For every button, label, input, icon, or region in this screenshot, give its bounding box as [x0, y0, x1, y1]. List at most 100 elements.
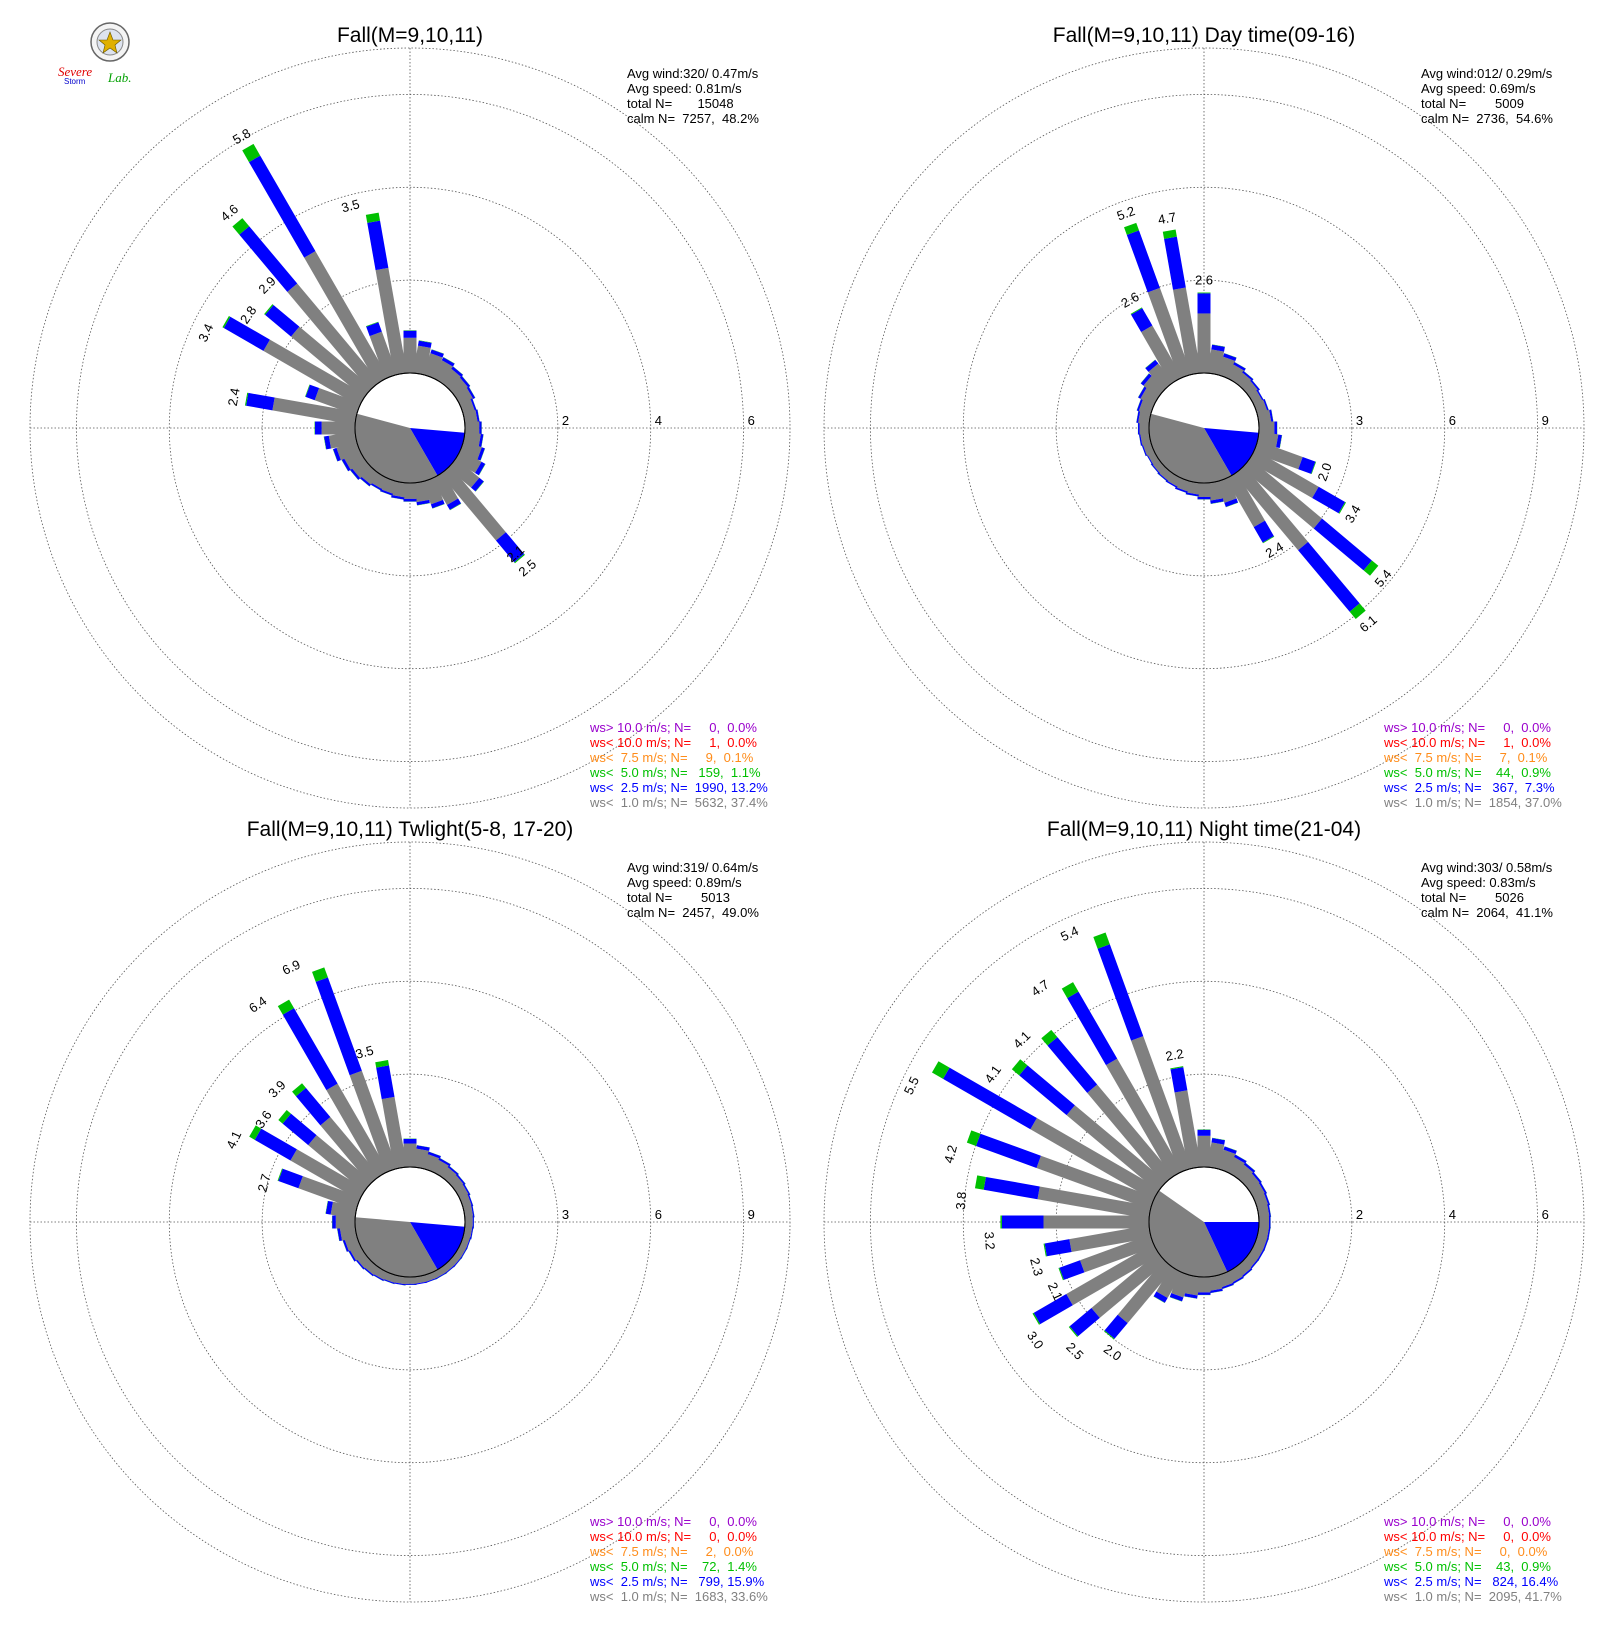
rose-bar-segment-lt2_5 — [372, 1273, 385, 1282]
rose-bar-segment-lt2_5 — [1298, 541, 1360, 612]
rose-bar-segment-lt2_5 — [466, 386, 476, 400]
rose-bar-segment-lt2_5 — [359, 476, 371, 487]
rose-bar-segment-lt2_5 — [438, 1157, 451, 1167]
rose-bar-segment-lt2_5 — [435, 1272, 447, 1280]
rose-bar-segment-lt5 — [477, 409, 480, 423]
rose-bar-segment-lt2_5 — [472, 1215, 474, 1229]
rose-bar-segment-lt1 — [1087, 1084, 1174, 1185]
rose-bar-segment-lt2_5 — [1210, 498, 1224, 504]
rose-bar-segment-lt2_5 — [470, 1226, 474, 1240]
rose-bar-segment-lt2_5 — [1174, 487, 1188, 494]
rose-bar-segment-lt5 — [1103, 1330, 1115, 1340]
rose-bar-segment-lt2_5 — [424, 1277, 438, 1284]
rose-bar-segment-lt2_5 — [1269, 409, 1274, 423]
rose-bar-segment-lt1 — [463, 1204, 474, 1219]
rose-bar-segment-lt2_5 — [1197, 1129, 1211, 1136]
rose-bar-segment-lt5 — [468, 1193, 474, 1206]
legend-entry: ws< 10.0 m/s; N= 0, 0.0% — [1383, 1529, 1551, 1544]
calm-sector — [410, 428, 465, 476]
rose-bar — [277, 999, 389, 1178]
rose-bar — [1162, 229, 1201, 375]
severe-storm-lab-logo: Severe Storm Lab. — [58, 22, 131, 86]
rose-bar-segment-lt1 — [454, 449, 482, 474]
rose-bar — [413, 1275, 428, 1285]
rose-bar-segment-lt5 — [453, 366, 464, 375]
legend-entry: ws< 5.0 m/s; N= 43, 0.9% — [1383, 1559, 1551, 1574]
rose-bar-segment-lt2_5 — [495, 532, 525, 563]
rose-bar — [305, 384, 361, 416]
rose-bar-segment-lt2_5 — [367, 220, 389, 271]
rose-bar-segment-lt5 — [428, 1151, 441, 1157]
rose-bar-segment-lt1 — [1066, 1105, 1167, 1192]
rose-bar — [463, 409, 480, 425]
bar-value-label: 2.2 — [1164, 1046, 1184, 1064]
rose-bar — [365, 212, 407, 375]
rose-bar-segment-lt2_5 — [1104, 1314, 1128, 1339]
rose-bar-segment-lt2_5 — [403, 330, 417, 338]
rose-bar — [232, 218, 380, 391]
rose-bar-segment-lt5 — [514, 553, 525, 564]
rose-bar-segment-lt5 — [1209, 1290, 1223, 1294]
rose-bar-segment-lt1 — [1197, 1277, 1211, 1293]
rose-bar-segment-lt5 — [468, 386, 476, 398]
rose-bar-segment-lt1 — [440, 465, 506, 541]
rose-bar-segment-lt2_5 — [325, 1200, 333, 1215]
rose-bar-segment-lt2_5 — [1067, 991, 1118, 1066]
rose-bar-segment-lt2_5 — [1126, 230, 1160, 293]
rose-bar — [375, 1060, 407, 1169]
rose-bar — [1258, 421, 1278, 435]
speed-ring — [261, 1073, 559, 1371]
rose-bar-segment-lt5 — [1043, 1243, 1047, 1257]
calm-circle-outline — [1148, 372, 1260, 484]
rose-bar-segment-lt2_5 — [1253, 520, 1274, 543]
rose-bar-segment-lt5 — [1212, 344, 1225, 347]
rose-bar-segment-lt2_5 — [1131, 308, 1153, 333]
rose-bar-segment-lt5 — [1185, 494, 1199, 497]
rose-bar-segment-lt2_5 — [1185, 492, 1199, 497]
rose-bar-segment-lt2_5 — [370, 482, 383, 491]
rose-bar-segment-lt1 — [349, 1070, 398, 1173]
bar-value-label: 2.3 — [1027, 1256, 1046, 1277]
legend-entry: ws< 7.5 m/s; N= 0, 0.0% — [1383, 1544, 1548, 1559]
rose-bar-segment-lt5 — [1169, 1296, 1183, 1302]
rose-bar-segment-lt5 — [1349, 603, 1366, 619]
rose-bar-segment-lt5 — [1264, 1238, 1269, 1251]
rose-bar-segment-lt2_5 — [1164, 236, 1186, 290]
rose-bar-segment-lt5 — [1170, 1066, 1184, 1070]
stat-total-n: total N= 15048 — [627, 96, 734, 111]
rose-bar — [1145, 359, 1174, 391]
rose-bar-segment-lt5 — [1224, 1146, 1237, 1151]
legend-entry: ws< 5.0 m/s; N= 44, 0.9% — [1383, 765, 1551, 780]
rose-bar-segment-lt1 — [1248, 449, 1319, 498]
rose-bar-segment-lt1 — [463, 409, 478, 425]
rose-bar — [1197, 483, 1211, 500]
rose-bar-segment-lt5 — [445, 1265, 456, 1275]
stat-calm-n: calm N= 2736, 54.6% — [1421, 111, 1553, 126]
rose-bar-segment-lt1 — [1171, 1271, 1192, 1298]
logo-text-lab: Lab. — [107, 70, 131, 85]
legend-entry: ws< 2.5 m/s; N= 824, 16.4% — [1383, 1574, 1559, 1589]
rose-bar — [1225, 1154, 1247, 1178]
rose-bar — [422, 349, 444, 379]
rose-bar — [1197, 1129, 1211, 1167]
rose-bar-segment-lt1 — [1117, 1259, 1174, 1324]
rose-bar-segment-lt5 — [277, 999, 295, 1015]
rose-bar-segment-lt2_5 — [414, 1281, 428, 1285]
rose-bar-segment-lt5 — [355, 1259, 364, 1270]
rose-bar-segment-lt1 — [1257, 1204, 1270, 1219]
bar-value-label: 5.8 — [230, 125, 253, 147]
calm-sector — [1149, 1190, 1228, 1277]
rose-bar-segment-lt1 — [290, 1149, 366, 1201]
panel-title: Fall(M=9,10,11) Day time(09-16) — [1053, 24, 1355, 47]
rose-bar-segment-lt2_5 — [1263, 398, 1270, 412]
rose-bar-segment-lt1 — [1258, 421, 1275, 435]
rose-bar — [431, 357, 455, 384]
bar-value-label: 5.5 — [901, 1074, 922, 1097]
rose-bar — [1137, 421, 1150, 435]
rose-bar — [314, 421, 355, 435]
rose-bar-segment-lt2_5 — [1251, 1172, 1262, 1184]
rose-bar-segment-lt2_5 — [1138, 432, 1143, 446]
rose-bar-segment-lt5 — [472, 398, 477, 411]
stat-calm-n: calm N= 2457, 49.0% — [627, 905, 759, 920]
rose-bar-segment-lt2_5 — [430, 349, 444, 358]
